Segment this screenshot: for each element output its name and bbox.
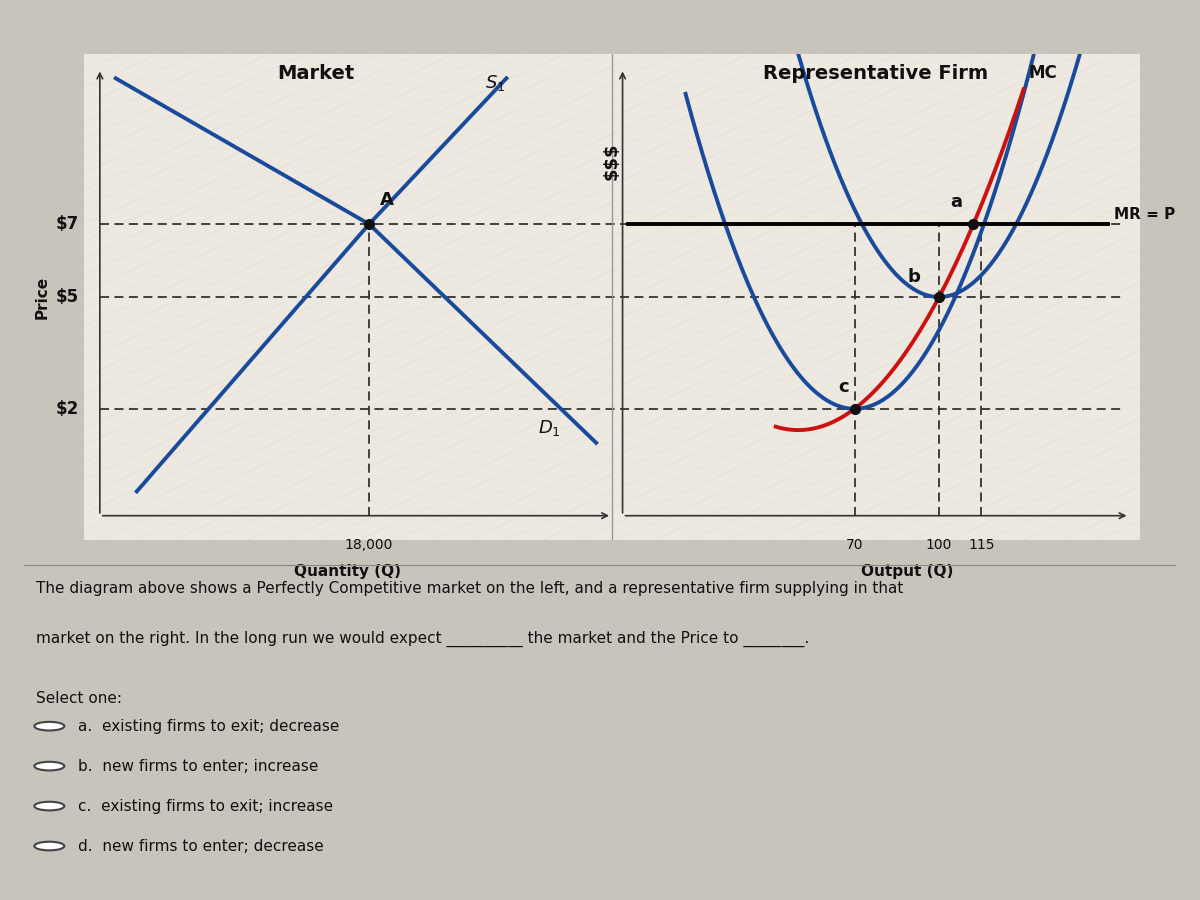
Text: MC: MC [1028,64,1057,82]
Text: b: b [907,268,920,286]
Text: The diagram above shows a Perfectly Competitive market on the left, and a repres: The diagram above shows a Perfectly Comp… [36,581,902,597]
Text: $2: $2 [55,400,79,418]
Text: 18,000: 18,000 [344,537,394,552]
Circle shape [35,722,65,731]
Text: a.  existing firms to exit; decrease: a. existing firms to exit; decrease [78,719,340,733]
Text: $7: $7 [55,215,79,233]
Circle shape [35,802,65,810]
Text: A: A [379,191,394,209]
Bar [612,54,1140,540]
Text: $D_1$: $D_1$ [538,418,560,438]
Text: 100: 100 [926,537,953,552]
Bar [84,54,612,540]
Text: $S_1$: $S_1$ [485,73,505,93]
Text: 115: 115 [968,537,995,552]
Text: $$$: $$$ [604,142,622,180]
Text: d.  new firms to enter; decrease: d. new firms to enter; decrease [78,839,324,853]
Text: c: c [839,378,850,396]
Text: b.  new firms to enter; increase: b. new firms to enter; increase [78,759,318,774]
Text: c.  existing firms to exit; increase: c. existing firms to exit; increase [78,798,334,814]
Circle shape [35,761,65,770]
Text: market on the right. In the long run we would expect __________ the market and t: market on the right. In the long run we … [36,631,809,647]
Circle shape [35,842,65,850]
Text: Select one:: Select one: [36,691,121,707]
Text: 70: 70 [846,537,863,552]
Text: a: a [950,194,962,212]
Text: Market: Market [277,64,355,83]
Text: Price: Price [35,275,49,319]
Text: Output (Q): Output (Q) [862,564,954,580]
Text: Representative Firm: Representative Firm [763,64,989,83]
Text: Quantity (Q): Quantity (Q) [294,564,402,580]
Text: $5: $5 [55,288,79,306]
Text: MR = P: MR = P [1114,207,1175,222]
